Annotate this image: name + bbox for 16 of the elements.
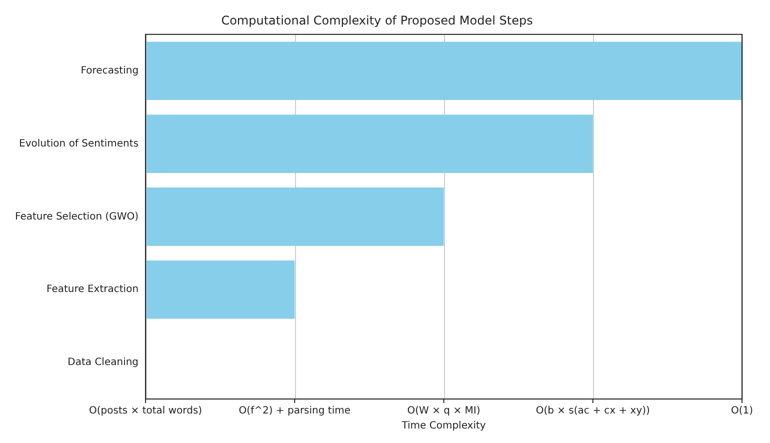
text: O(f^2) + parsing time: [238, 406, 351, 417]
y-tick-label: Forecasting: [80, 65, 139, 76]
y-tick-label: Data Cleaning: [68, 357, 139, 368]
text: O(W × q × MI): [407, 406, 480, 417]
y-tick-label: Feature Selection (GWO): [14, 211, 139, 222]
y-tick-label: Evolution of Sentiments: [19, 138, 139, 150]
y-tick-label: Feature Extraction: [46, 284, 139, 296]
x-axis-title: Time Complexity: [400, 420, 486, 432]
bar: [146, 114, 593, 173]
bar: [146, 260, 295, 319]
text: O(1): [730, 406, 754, 417]
chart-title: Computational Complexity of Proposed Model Steps: [221, 13, 533, 28]
text: O(b × s(ac + cx + xy)): [536, 406, 650, 417]
bar: [146, 188, 444, 246]
bar: [146, 42, 742, 100]
text: O(posts × total words): [89, 406, 202, 417]
